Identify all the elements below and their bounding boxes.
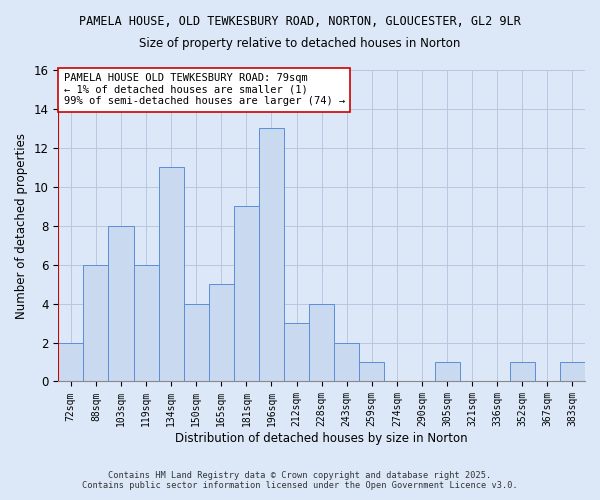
Text: Size of property relative to detached houses in Norton: Size of property relative to detached ho…: [139, 38, 461, 51]
Bar: [434, 362, 460, 382]
Bar: [83, 264, 109, 382]
Bar: [209, 284, 234, 382]
Text: PAMELA HOUSE OLD TEWKESBURY ROAD: 79sqm
← 1% of detached houses are smaller (1)
: PAMELA HOUSE OLD TEWKESBURY ROAD: 79sqm …: [64, 73, 345, 106]
Bar: [309, 304, 334, 382]
Bar: [560, 362, 585, 382]
Bar: [109, 226, 134, 382]
Bar: [58, 342, 83, 382]
Bar: [234, 206, 259, 382]
X-axis label: Distribution of detached houses by size in Norton: Distribution of detached houses by size …: [175, 432, 468, 445]
Bar: [510, 362, 535, 382]
Bar: [134, 264, 158, 382]
Bar: [259, 128, 284, 382]
Bar: [284, 323, 309, 382]
Text: PAMELA HOUSE, OLD TEWKESBURY ROAD, NORTON, GLOUCESTER, GL2 9LR: PAMELA HOUSE, OLD TEWKESBURY ROAD, NORTO…: [79, 15, 521, 28]
Text: Contains HM Land Registry data © Crown copyright and database right 2025.
Contai: Contains HM Land Registry data © Crown c…: [82, 470, 518, 490]
Bar: [158, 168, 184, 382]
Y-axis label: Number of detached properties: Number of detached properties: [15, 132, 28, 318]
Bar: [334, 342, 359, 382]
Bar: [184, 304, 209, 382]
Bar: [359, 362, 385, 382]
